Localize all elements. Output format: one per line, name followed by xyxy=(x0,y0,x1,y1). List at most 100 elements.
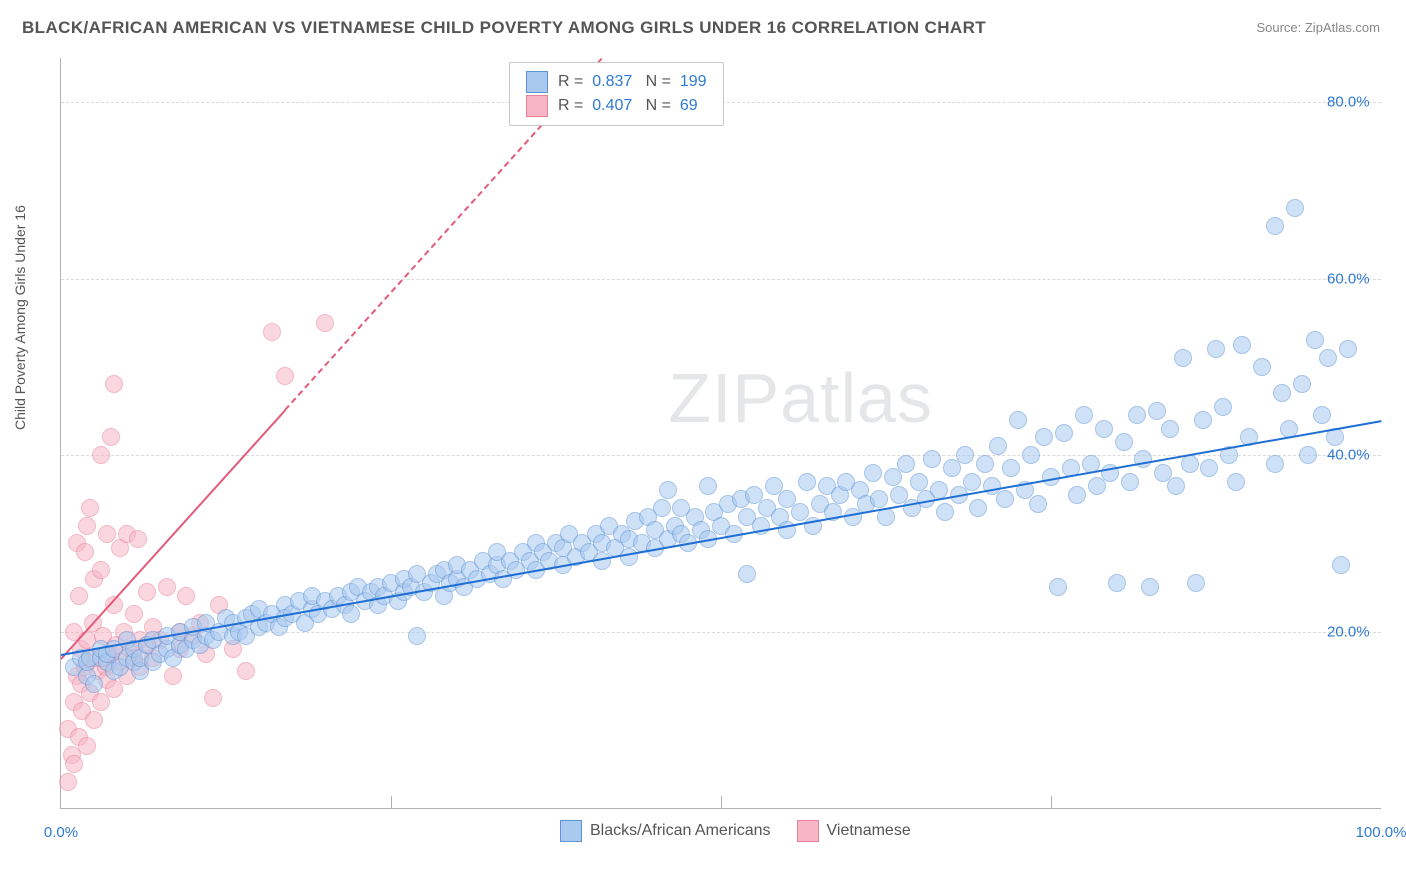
gridline-v xyxy=(1051,796,1052,808)
data-point xyxy=(989,437,1007,455)
data-point xyxy=(1115,433,1133,451)
watermark: ZIPatlas xyxy=(668,358,933,438)
y-tick-label: 60.0% xyxy=(1327,270,1370,287)
data-point xyxy=(1200,459,1218,477)
data-point xyxy=(943,459,961,477)
data-point xyxy=(1075,406,1093,424)
data-point xyxy=(1022,446,1040,464)
x-tick-label: 100.0% xyxy=(1356,824,1406,841)
data-point xyxy=(1207,340,1225,358)
data-point xyxy=(1009,411,1027,429)
y-tick-label: 80.0% xyxy=(1327,94,1370,111)
data-point xyxy=(976,455,994,473)
data-point xyxy=(1266,455,1284,473)
data-point xyxy=(78,737,96,755)
data-point xyxy=(923,450,941,468)
data-point xyxy=(1121,473,1139,491)
source-prefix: Source: xyxy=(1256,20,1304,35)
data-point xyxy=(996,490,1014,508)
source-name: ZipAtlas.com xyxy=(1305,20,1380,35)
data-point xyxy=(910,473,928,491)
data-point xyxy=(102,428,120,446)
legend-item: Vietnamese xyxy=(797,820,911,842)
data-point xyxy=(138,583,156,601)
data-point xyxy=(1266,217,1284,235)
gridline-h xyxy=(61,279,1381,280)
data-point xyxy=(1108,574,1126,592)
data-point xyxy=(92,446,110,464)
data-point xyxy=(1332,556,1350,574)
data-point xyxy=(125,605,143,623)
data-point xyxy=(1161,420,1179,438)
legend-swatch xyxy=(526,71,548,93)
source-attribution: Source: ZipAtlas.com xyxy=(1256,20,1380,35)
data-point xyxy=(263,323,281,341)
data-point xyxy=(164,667,182,685)
data-point xyxy=(1174,349,1192,367)
legend-stats-row: R = 0.837 N = 199 xyxy=(526,71,707,93)
data-point xyxy=(699,477,717,495)
data-point xyxy=(653,499,671,517)
data-point xyxy=(276,367,294,385)
data-point xyxy=(1233,336,1251,354)
legend-bottom: Blacks/African Americans Vietnamese xyxy=(560,820,911,842)
data-point xyxy=(92,561,110,579)
data-point xyxy=(1055,424,1073,442)
data-point xyxy=(969,499,987,517)
x-tick-label: 0.0% xyxy=(44,824,78,841)
data-point xyxy=(659,481,677,499)
legend-label: Blacks/African Americans xyxy=(590,822,771,840)
data-point xyxy=(342,605,360,623)
gridline-v xyxy=(721,796,722,808)
data-point xyxy=(316,314,334,332)
data-point xyxy=(1214,398,1232,416)
legend-item: Blacks/African Americans xyxy=(560,820,771,842)
legend-stats-text: R = 0.837 N = 199 xyxy=(558,73,707,91)
data-point xyxy=(70,587,88,605)
chart-title: BLACK/AFRICAN AMERICAN VS VIETNAMESE CHI… xyxy=(22,18,986,38)
data-point xyxy=(105,375,123,393)
data-point xyxy=(237,662,255,680)
data-point xyxy=(1095,420,1113,438)
data-point xyxy=(1002,459,1020,477)
data-point xyxy=(798,473,816,491)
data-point xyxy=(1187,574,1205,592)
data-point xyxy=(85,711,103,729)
legend-stats-text: R = 0.407 N = 69 xyxy=(558,97,698,115)
data-point xyxy=(1293,375,1311,393)
data-point xyxy=(129,530,147,548)
data-point xyxy=(864,464,882,482)
data-point xyxy=(1339,340,1357,358)
gridline-v xyxy=(391,796,392,808)
data-point xyxy=(884,468,902,486)
legend-label: Vietnamese xyxy=(827,822,911,840)
data-point xyxy=(1134,450,1152,468)
legend-swatch xyxy=(560,820,582,842)
data-point xyxy=(1167,477,1185,495)
data-point xyxy=(1029,495,1047,513)
data-point xyxy=(963,473,981,491)
data-point xyxy=(78,517,96,535)
data-point xyxy=(1299,446,1317,464)
data-point xyxy=(1141,578,1159,596)
data-point xyxy=(81,499,99,517)
data-point xyxy=(204,689,222,707)
data-point xyxy=(1035,428,1053,446)
data-point xyxy=(1253,358,1271,376)
data-point xyxy=(177,587,195,605)
legend-stats-row: R = 0.407 N = 69 xyxy=(526,95,707,117)
data-point xyxy=(936,503,954,521)
y-axis-label: Child Poverty Among Girls Under 16 xyxy=(12,205,28,430)
data-point xyxy=(92,693,110,711)
data-point xyxy=(65,755,83,773)
data-point xyxy=(76,543,94,561)
data-point xyxy=(1286,199,1304,217)
legend-stats: R = 0.837 N = 199 R = 0.407 N = 69 xyxy=(509,62,724,126)
legend-swatch xyxy=(797,820,819,842)
data-point xyxy=(1088,477,1106,495)
data-point xyxy=(738,565,756,583)
data-point xyxy=(1068,486,1086,504)
data-point xyxy=(1306,331,1324,349)
data-point xyxy=(897,455,915,473)
data-point xyxy=(1181,455,1199,473)
